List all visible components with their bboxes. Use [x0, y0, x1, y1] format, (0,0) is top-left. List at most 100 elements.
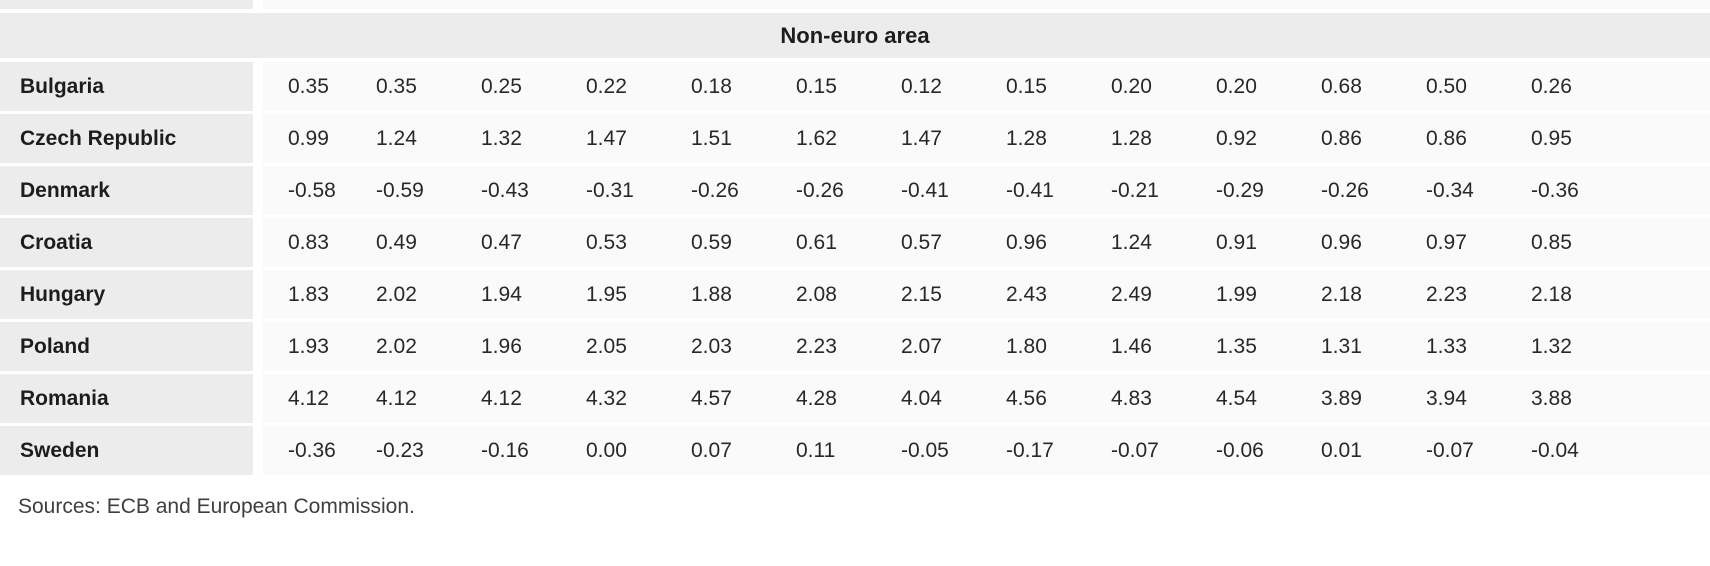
- value-cell: 0.47: [456, 218, 561, 270]
- value-cell: 0.18: [666, 62, 771, 114]
- non-euro-area-table: Non-euro area Bulgaria 0.35 0.35 0.25 0.22 0.…: [0, 13, 1710, 478]
- value-cell: 1.28: [981, 114, 1086, 166]
- value-cell: 1.83: [263, 270, 351, 322]
- value-cell: 0.22: [561, 62, 666, 114]
- table-row: Hungary 1.83 2.02 1.94 1.95 1.88 2.08 2.15 2.43 2…: [0, 270, 1710, 322]
- value-cell: -0.17: [981, 426, 1086, 478]
- value-cell: 0.86: [1401, 114, 1506, 166]
- table-row: Croatia 0.83 0.49 0.47 0.53 0.59 0.61 0.57 0.96 1…: [0, 218, 1710, 270]
- value-cell: 1.94: [456, 270, 561, 322]
- cropped-previous-row-data-cells: [263, 0, 1710, 9]
- value-cell: -0.59: [351, 166, 456, 218]
- value-cell: 1.32: [1506, 322, 1710, 374]
- value-cell: -0.36: [263, 426, 351, 478]
- country-label: Denmark: [0, 166, 263, 218]
- value-cell: 0.59: [666, 218, 771, 270]
- value-cell: 1.32: [456, 114, 561, 166]
- value-cell: 0.15: [771, 62, 876, 114]
- value-cell: 0.20: [1086, 62, 1191, 114]
- value-cell: 4.56: [981, 374, 1086, 426]
- value-cell: 2.03: [666, 322, 771, 374]
- country-label: Czech Republic: [0, 114, 263, 166]
- value-cell: -0.58: [263, 166, 351, 218]
- value-cell: 2.23: [1401, 270, 1506, 322]
- value-cell: 4.28: [771, 374, 876, 426]
- value-cell: -0.07: [1086, 426, 1191, 478]
- value-cell: 0.20: [1191, 62, 1296, 114]
- value-cell: 4.54: [1191, 374, 1296, 426]
- value-cell: 4.12: [456, 374, 561, 426]
- section-header: Non-euro area: [0, 13, 1710, 62]
- value-cell: 0.50: [1401, 62, 1506, 114]
- value-cell: 0.25: [456, 62, 561, 114]
- cropped-previous-row-label-cell: [0, 0, 253, 9]
- value-cell: 2.05: [561, 322, 666, 374]
- value-cell: 0.07: [666, 426, 771, 478]
- value-cell: -0.23: [351, 426, 456, 478]
- value-cell: 1.80: [981, 322, 1086, 374]
- value-cell: 1.62: [771, 114, 876, 166]
- value-cell: 1.88: [666, 270, 771, 322]
- value-cell: 0.00: [561, 426, 666, 478]
- value-cell: 0.11: [771, 426, 876, 478]
- value-cell: -0.04: [1506, 426, 1710, 478]
- cropped-previous-row: [0, 0, 1710, 9]
- country-label: Croatia: [0, 218, 263, 270]
- value-cell: -0.36: [1506, 166, 1710, 218]
- value-cell: 1.24: [351, 114, 456, 166]
- sources-note: Sources: ECB and European Commission.: [18, 495, 415, 518]
- value-cell: -0.26: [666, 166, 771, 218]
- value-cell: 1.51: [666, 114, 771, 166]
- value-cell: 4.57: [666, 374, 771, 426]
- value-cell: 2.15: [876, 270, 981, 322]
- value-cell: 1.95: [561, 270, 666, 322]
- value-cell: 2.49: [1086, 270, 1191, 322]
- value-cell: 1.47: [876, 114, 981, 166]
- value-cell: -0.31: [561, 166, 666, 218]
- value-cell: 2.18: [1296, 270, 1401, 322]
- value-cell: 0.96: [981, 218, 1086, 270]
- value-cell: 4.12: [263, 374, 351, 426]
- value-cell: 1.47: [561, 114, 666, 166]
- value-cell: -0.06: [1191, 426, 1296, 478]
- country-label: Hungary: [0, 270, 263, 322]
- value-cell: 3.88: [1506, 374, 1710, 426]
- value-cell: 0.57: [876, 218, 981, 270]
- value-cell: 1.93: [263, 322, 351, 374]
- value-cell: -0.16: [456, 426, 561, 478]
- value-cell: 2.07: [876, 322, 981, 374]
- value-cell: 2.18: [1506, 270, 1710, 322]
- table-row: Poland 1.93 2.02 1.96 2.05 2.03 2.23 2.07 1.80 1.…: [0, 322, 1710, 374]
- value-cell: 1.24: [1086, 218, 1191, 270]
- value-cell: 2.43: [981, 270, 1086, 322]
- value-cell: 4.32: [561, 374, 666, 426]
- value-cell: 0.97: [1401, 218, 1506, 270]
- table-row: Czech Republic 0.99 1.24 1.32 1.47 1.51 1.62 1.…: [0, 114, 1710, 166]
- table-row: Sweden -0.36 -0.23 -0.16 0.00 0.07 0.11 -0.05 -0…: [0, 426, 1710, 478]
- value-cell: 1.31: [1296, 322, 1401, 374]
- value-cell: 3.89: [1296, 374, 1401, 426]
- value-cell: 0.35: [351, 62, 456, 114]
- value-cell: 2.08: [771, 270, 876, 322]
- table-row: Romania 4.12 4.12 4.12 4.32 4.57 4.28 4.04 4.56 4…: [0, 374, 1710, 426]
- value-cell: -0.41: [876, 166, 981, 218]
- value-cell: 0.53: [561, 218, 666, 270]
- value-cell: -0.29: [1191, 166, 1296, 218]
- value-cell: 0.86: [1296, 114, 1401, 166]
- value-cell: -0.34: [1401, 166, 1506, 218]
- value-cell: 0.35: [263, 62, 351, 114]
- value-cell: -0.07: [1401, 426, 1506, 478]
- value-cell: 0.61: [771, 218, 876, 270]
- value-cell: 1.35: [1191, 322, 1296, 374]
- value-cell: -0.21: [1086, 166, 1191, 218]
- value-cell: 3.94: [1401, 374, 1506, 426]
- value-cell: -0.05: [876, 426, 981, 478]
- value-cell: 0.83: [263, 218, 351, 270]
- value-cell: 1.46: [1086, 322, 1191, 374]
- value-cell: 2.23: [771, 322, 876, 374]
- value-cell: -0.41: [981, 166, 1086, 218]
- value-cell: -0.26: [1296, 166, 1401, 218]
- value-cell: -0.26: [771, 166, 876, 218]
- value-cell: 0.91: [1191, 218, 1296, 270]
- value-cell: 0.01: [1296, 426, 1401, 478]
